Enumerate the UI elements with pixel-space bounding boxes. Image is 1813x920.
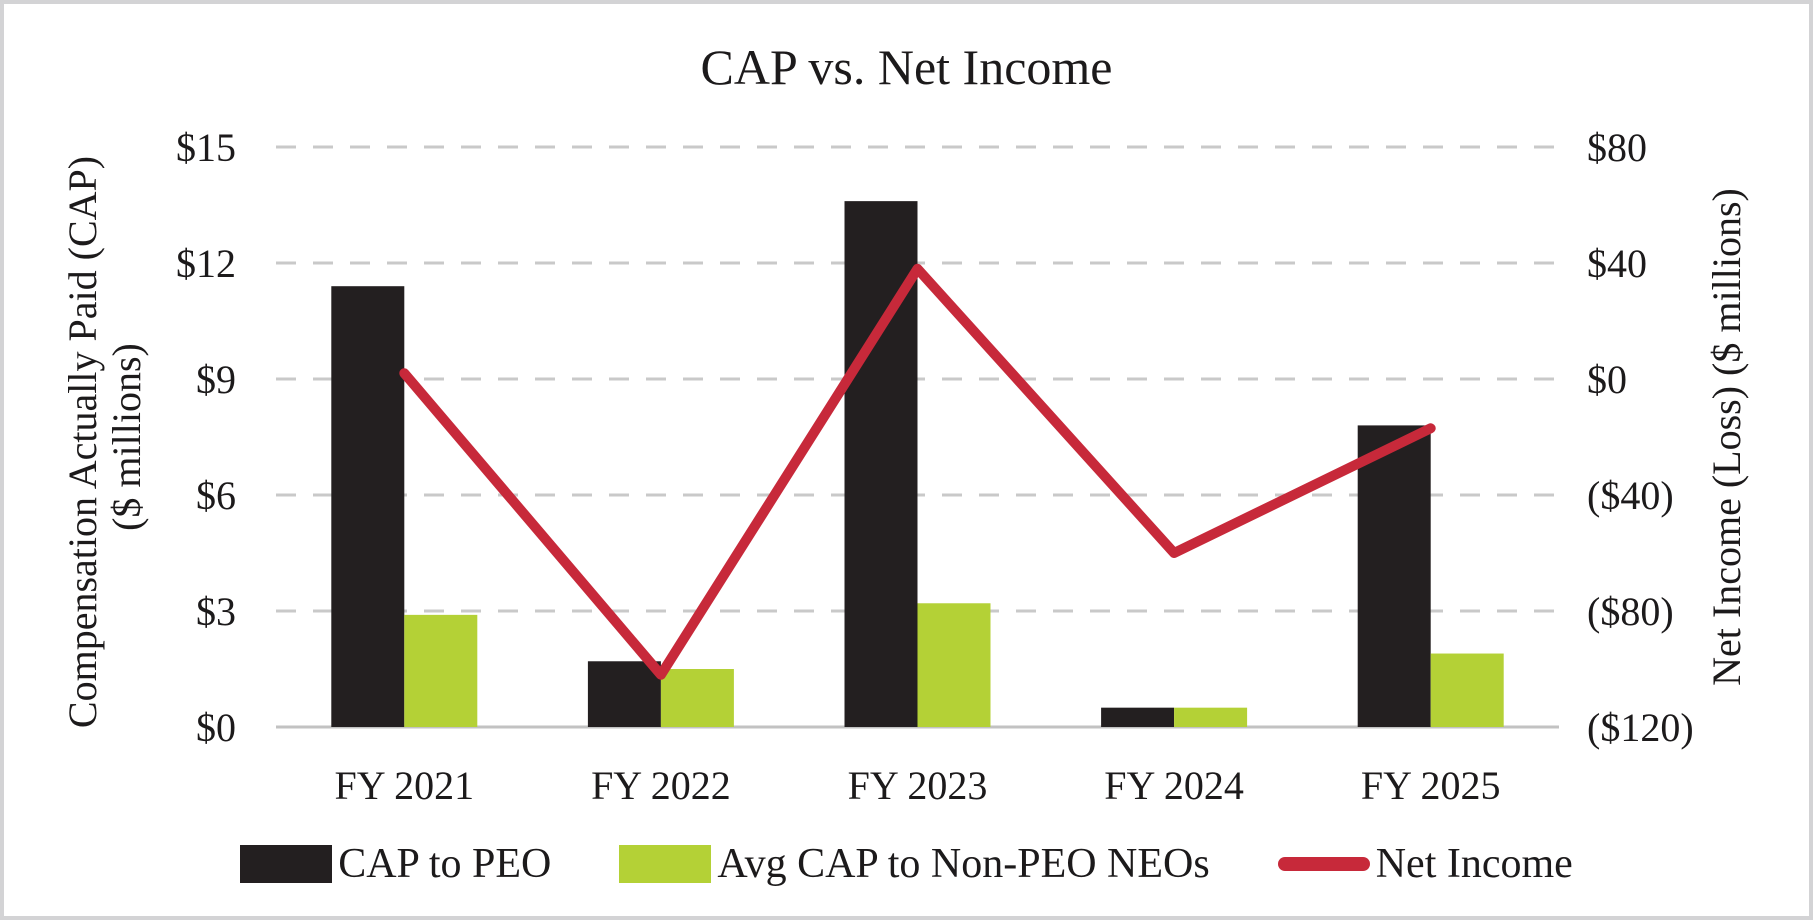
chart-plot: Compensation Actually Paid (CAP) ($ mill…	[60, 125, 1749, 808]
bar-avg-cap-non-peo	[1174, 707, 1248, 727]
bar-avg-cap-non-peo	[404, 614, 478, 727]
left-tick-label: $12	[176, 241, 236, 286]
left-tick-label: $3	[196, 589, 236, 634]
left-axis-title-line1: Compensation Actually Paid (CAP)	[60, 156, 105, 728]
left-axis-tick-labels: $15 $12 $9 $6 $3 $0	[176, 125, 236, 750]
net-income-swatch	[1277, 857, 1370, 871]
right-tick-label: $80	[1587, 125, 1647, 170]
bar-cap-to-peo	[1101, 707, 1175, 727]
right-tick-label: ($80)	[1587, 589, 1674, 634]
x-axis-labels: FY 2021 FY 2022 FY 2023 FY 2024 FY 2025	[334, 763, 1500, 808]
cap-to-peo-swatch	[240, 845, 333, 883]
left-tick-label: $0	[196, 705, 236, 750]
left-axis-title-line2: ($ millions)	[104, 343, 149, 531]
avg-cap-swatch	[619, 845, 712, 883]
right-tick-label: ($120)	[1587, 705, 1694, 750]
legend-item-avg-cap: Avg CAP to Non-PEO NEOs	[619, 840, 1210, 888]
legend: CAP to PEO Avg CAP to Non-PEO NEOs Net I…	[4, 832, 1809, 896]
right-tick-label: $40	[1587, 241, 1647, 286]
x-axis-label: FY 2023	[848, 763, 988, 808]
left-tick-label: $15	[176, 125, 236, 170]
left-tick-label: $9	[196, 357, 236, 402]
bar-cap-to-peo	[331, 286, 405, 727]
bar-avg-cap-non-peo	[660, 669, 734, 727]
x-axis-label: FY 2021	[334, 763, 474, 808]
right-axis-tick-labels: $80 $40 $0 ($40) ($80) ($120)	[1587, 125, 1694, 750]
net-income-line-group	[399, 263, 1436, 680]
net-income-label: Net Income	[1375, 841, 1573, 887]
net-income-line	[399, 263, 1436, 680]
left-axis-title: Compensation Actually Paid (CAP) ($ mill…	[60, 146, 149, 728]
bar-avg-cap-non-peo	[1430, 653, 1504, 727]
x-axis-label: FY 2022	[591, 763, 731, 808]
bars	[331, 201, 1504, 728]
bar-cap-to-peo	[1357, 425, 1431, 727]
bar-cap-to-peo	[587, 661, 661, 727]
chart-title: CAP vs. Net Income	[700, 39, 1113, 95]
avg-cap-label: Avg CAP to Non-PEO NEOs	[717, 841, 1210, 887]
left-tick-label: $6	[196, 473, 236, 518]
cap-to-peo-label: CAP to PEO	[338, 841, 552, 887]
x-axis-label: FY 2025	[1361, 763, 1501, 808]
right-tick-label: $0	[1587, 357, 1627, 402]
legend-item-cap-to-peo: CAP to PEO	[240, 840, 551, 888]
right-axis-title: Net Income (Loss) ($ millions)	[1704, 188, 1749, 686]
x-axis-label: FY 2024	[1104, 763, 1244, 808]
right-tick-label: ($40)	[1587, 473, 1674, 518]
legend-item-net-income: Net Income	[1277, 840, 1573, 888]
bar-avg-cap-non-peo	[917, 603, 991, 727]
